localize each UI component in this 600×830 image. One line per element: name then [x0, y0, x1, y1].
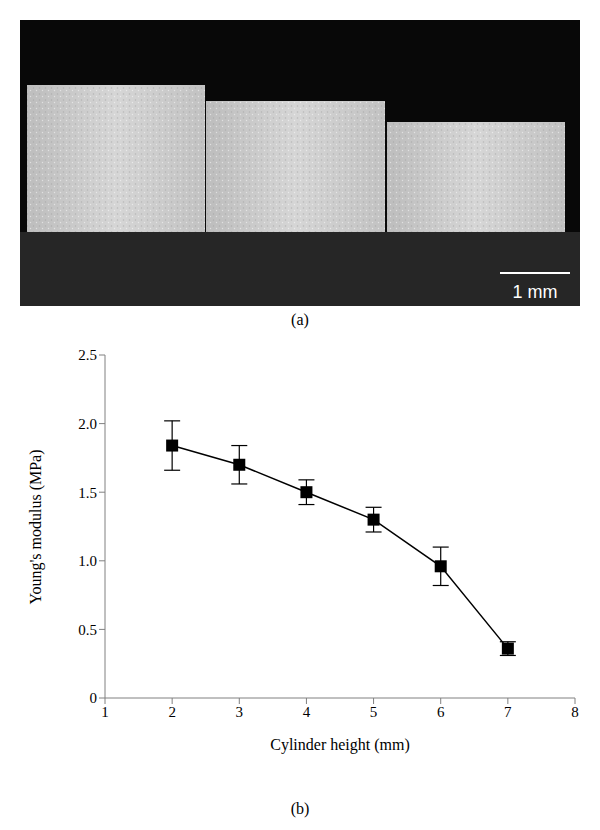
svg-text:8: 8 [571, 704, 579, 720]
svg-text:0.5: 0.5 [78, 622, 97, 638]
svg-text:6: 6 [437, 704, 445, 720]
svg-text:0: 0 [90, 690, 98, 706]
svg-text:1.0: 1.0 [78, 553, 97, 569]
svg-text:1: 1 [101, 704, 109, 720]
svg-text:7: 7 [504, 704, 512, 720]
svg-text:5: 5 [370, 704, 378, 720]
svg-text:2.5: 2.5 [78, 347, 97, 363]
svg-text:2: 2 [168, 704, 176, 720]
svg-text:1.5: 1.5 [78, 485, 97, 501]
html-text:(a): (a) [291, 311, 309, 328]
html-text:Young's modulus (MPa): Young's modulus (MPa) [27, 449, 44, 605]
html-text:(b): (b) [290, 800, 310, 817]
svg-text:3: 3 [236, 704, 244, 720]
svg-text:4: 4 [303, 704, 311, 720]
svg-text:2.0: 2.0 [78, 416, 97, 432]
html-text:Cylinder height (mm): Cylinder height (mm) [270, 736, 410, 753]
svg-text:1 mm: 1 mm [513, 282, 558, 302]
